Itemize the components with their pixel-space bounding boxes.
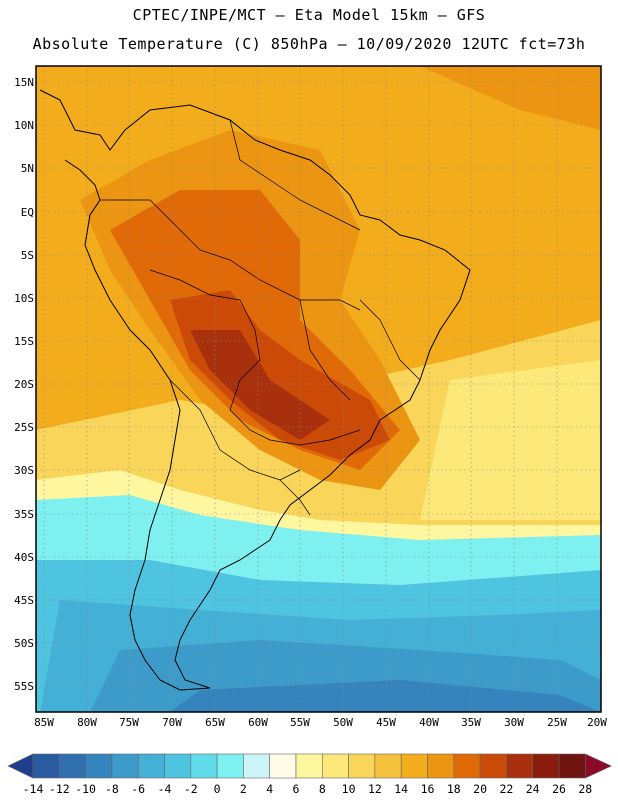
colorbar-box [532,753,560,779]
colorbar-tick-label: 0 [213,782,221,796]
colorbar-arrow-left [7,753,34,779]
colorbar-tick-label: 26 [552,782,566,796]
lat-label: 25S [14,421,34,434]
field-lightyellow [420,360,601,520]
lon-label: 30W [504,716,524,729]
lat-label: 40S [14,551,34,564]
colorbar-box [137,753,165,779]
colorbar-box [427,753,455,779]
lon-label: 35W [461,716,481,729]
lat-label: 5N [20,162,34,175]
colorbar-tick-label: -14 [22,782,44,796]
lon-label: 65W [205,716,225,729]
lat-label: 20S [14,378,34,391]
colorbar-tick-label: 18 [446,782,461,796]
coastline [39,89,471,691]
lon-label: 60W [248,716,268,729]
colorbar-box [85,753,113,779]
lon-label: 45W [376,716,396,729]
colorbar [7,753,613,779]
field-ne-warm [420,66,601,130]
lat-label: 30S [14,464,34,477]
colorbar-tick-label: 2 [239,782,247,796]
lat-label: 5S [20,249,34,262]
colorbar-box [453,753,481,779]
colorbar-tick-label: 16 [420,782,435,796]
colorbar-box [479,753,507,779]
lon-label: 40W [419,716,439,729]
lon-label: 75W [119,716,139,729]
map-frame [35,65,602,713]
lon-label: 55W [290,716,310,729]
colorbar-tick-label: 14 [394,782,409,796]
lon-label: 20W [587,716,607,729]
colorbar-tick-label: 10 [341,782,356,796]
country-borders [100,119,421,516]
colorbar-tick-label: 8 [318,782,326,796]
lon-label: 80W [77,716,97,729]
lat-label: 10N [14,119,34,132]
colorbar-tick-label: -10 [75,782,96,796]
lon-label: 50W [333,716,353,729]
colorbar-tick-label: 12 [367,782,382,796]
field-darkred [190,330,330,440]
colorbar-box [400,753,428,779]
colorbar-box [321,753,349,779]
colorbar-tick-label: -2 [183,782,198,796]
colorbar-tick-label: -4 [157,782,172,796]
colorbar-box [348,753,376,779]
lat-label: EQ [20,206,34,219]
lon-label: 85W [34,716,54,729]
colorbar-box [190,753,218,779]
lat-label: 55S [14,680,34,693]
colorbar-box [295,753,323,779]
lon-label: 70W [162,716,182,729]
colorbar-box [164,753,192,779]
colorbar-tick-label: -8 [104,782,119,796]
colorbar-box [216,753,244,779]
colorbar-tick-label: 20 [473,782,488,796]
colorbar-box [269,753,297,779]
lat-label: 10S [14,292,34,305]
lat-label: 15S [14,335,34,348]
colorbar-box [243,753,270,779]
colorbar-box [374,753,402,779]
colorbar-box [558,753,586,779]
colorbar-arrow-right [584,753,613,779]
colorbar-box [506,753,533,779]
temperature-field [36,66,601,712]
map-title-line2: Absolute Temperature (C) 850hPa – 10/09/… [32,35,586,53]
field-darkblue [170,680,601,712]
colorbar-box [111,753,139,779]
colorbar-box [58,753,86,779]
lat-label: 15N [14,76,34,89]
lat-label: 45S [14,594,34,607]
colorbar-tick-label: 22 [499,782,514,796]
lat-label: 50S [14,637,34,650]
colorbar-tick-label: 24 [525,782,540,796]
map-title-line1: CPTEC/INPE/MCT – Eta Model 15km – GFS [132,6,486,24]
colorbar-tick-label: 28 [578,782,593,796]
colorbar-tick-label: 6 [292,782,300,796]
lat-label: 35S [14,508,34,521]
colorbar-tick-label: 4 [266,782,274,796]
colorbar-box [32,753,60,779]
lon-label: 25W [547,716,567,729]
colorbar-tick-label: -12 [48,782,70,796]
colorbar-tick-label: -6 [131,782,146,796]
